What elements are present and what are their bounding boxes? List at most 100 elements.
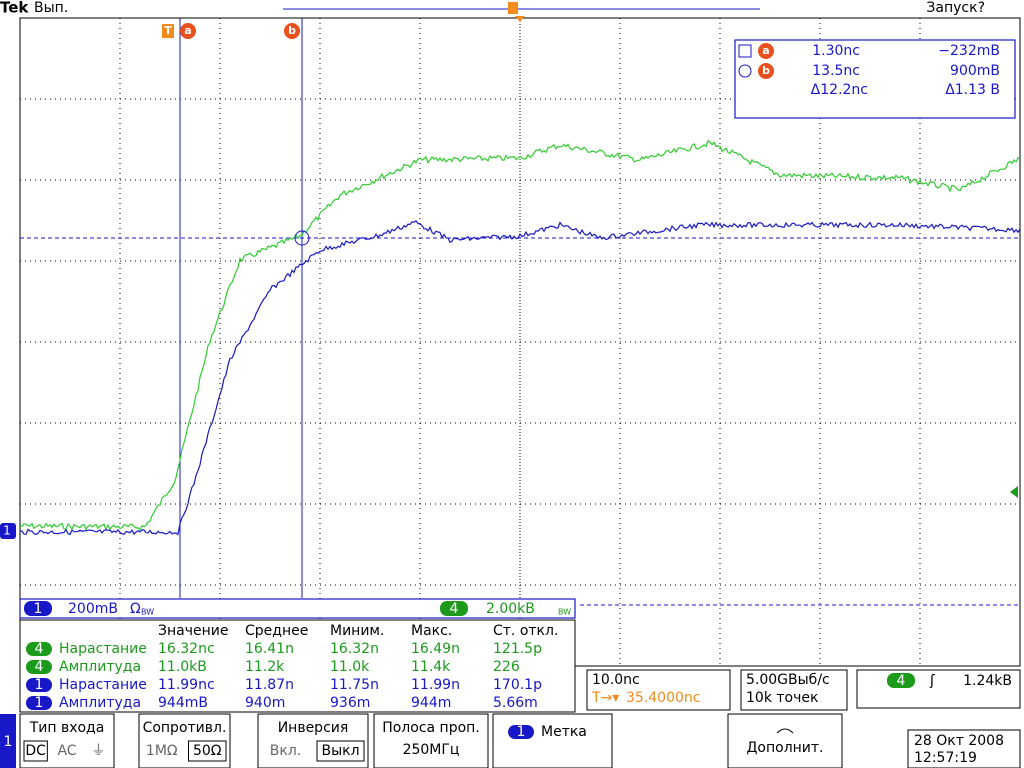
menu-title: Дополнит. — [746, 740, 823, 756]
measurement-max: 16.49n — [411, 641, 460, 657]
channel-number: 1 — [35, 677, 44, 693]
readout-a-tag — [758, 43, 774, 59]
ch4-number: 4 — [450, 601, 459, 617]
menu-option[interactable]: Выкл — [321, 743, 359, 759]
trigger-level: 1.24kВ — [963, 673, 1012, 689]
readout-delta-level: Δ1.13 В — [945, 82, 1000, 98]
channel-badge — [26, 696, 52, 710]
menu-tab-text: 1 — [4, 734, 13, 750]
column-header: Ст. откл. — [493, 623, 558, 639]
menu-button[interactable] — [373, 713, 489, 768]
menu-option[interactable]: AC — [57, 743, 76, 759]
menu-title: Метка — [541, 724, 587, 740]
column-header: Миним. — [330, 623, 384, 639]
channel-badge — [26, 642, 52, 656]
menu-tab[interactable] — [0, 714, 16, 768]
cursor-a-icon — [738, 44, 752, 58]
timebase-box — [586, 669, 731, 711]
ch1-scale: 200mВ — [68, 601, 118, 617]
measurement-min: 16.32n — [330, 641, 379, 657]
sample-rate: 5.00GВыб/с — [746, 672, 830, 688]
readout-a-label: a — [762, 44, 769, 57]
time: 12:57:19 — [914, 750, 977, 766]
menu-channel: 1 — [517, 724, 526, 740]
readout-a-time: 1.30nс — [812, 43, 860, 59]
measurement-value: 11.99nс — [158, 677, 215, 693]
channel-bar — [19, 598, 576, 619]
ch1-marker-text: 1 — [3, 524, 11, 538]
record-trigger — [508, 2, 518, 14]
readout-a-level: −232mВ — [938, 43, 1000, 59]
measurement-mean: 16.41n — [245, 641, 294, 657]
option-selected — [316, 740, 365, 762]
measurements: Значение Среднее Миним. Макс. Ст. откл. 4 Нара… — [26, 623, 558, 711]
trigger-status: Запуск? — [926, 0, 985, 16]
menu-title: Сопротивл. — [143, 720, 227, 736]
acquisition-box — [740, 669, 848, 711]
menu-option[interactable]: ⏚ — [91, 743, 105, 759]
menu-option[interactable]: DC — [25, 743, 46, 759]
ch1-bw: BW — [141, 608, 154, 617]
menu-title: Инверсия — [278, 720, 349, 736]
measurement-std: 226 — [493, 659, 520, 675]
measurement-name: Нарастание — [59, 677, 147, 693]
ch4-level-marker — [1010, 486, 1018, 498]
menu-button[interactable] — [492, 713, 613, 768]
measurement-name: Амплитуда — [59, 659, 141, 675]
date: 28 Окт 2008 — [914, 733, 1004, 749]
timebase-trigger-icon: T→▾ — [591, 690, 619, 706]
menu-button[interactable] — [727, 713, 843, 768]
readout-b-label: b — [762, 64, 770, 77]
menu-option[interactable]: 1MΩ — [146, 743, 178, 759]
datetime-box — [907, 729, 1021, 768]
run-state: Вып. — [34, 0, 68, 16]
measurement-max: 944m — [411, 695, 451, 711]
measurement-min: 936m — [330, 695, 370, 711]
readout-delta-time: Δ12.2nс — [811, 82, 868, 98]
record-length: 10k точек — [746, 690, 818, 706]
measurement-value: 16.32nс — [158, 641, 215, 657]
column-header: Макс. — [411, 623, 452, 639]
menu-title: Полоса проп. — [382, 720, 480, 736]
channel-badge — [26, 678, 52, 692]
measurement-min: 11.75n — [330, 677, 379, 693]
readout-b-level: 900mВ — [950, 63, 1000, 79]
brand: Tek — [0, 0, 29, 17]
measurement-mean: 11.87n — [245, 677, 294, 693]
measurement-mean: 940m — [245, 695, 285, 711]
ch4-scale: 2.00kВ — [486, 601, 535, 617]
menu-icon — [776, 728, 794, 734]
trigger-channel: 4 — [897, 673, 906, 689]
menu-option[interactable]: 50Ω — [193, 743, 222, 759]
cursor-b-icon — [738, 64, 752, 78]
measurement-min: 11.0k — [330, 659, 370, 675]
option-selected — [23, 740, 48, 762]
channel-number: 1 — [35, 695, 44, 711]
measurement-table — [19, 619, 576, 713]
ch4-bw: BW — [558, 608, 571, 617]
measurement-name: Амплитуда — [59, 695, 141, 711]
option-selected — [188, 740, 227, 762]
menu-channel-badge — [508, 725, 534, 739]
measurement-value: 11.0kВ — [158, 659, 207, 675]
waveform-ch4 — [19, 139, 1021, 531]
channel-number: 4 — [35, 659, 44, 675]
ch1-badge — [24, 601, 52, 616]
ch4-badge — [440, 601, 468, 616]
menu: Тип входа DC AC ⏚ Сопротивл. 1MΩ 50Ω Инверсия Вк… — [19, 713, 843, 768]
measurement-mean: 11.2k — [245, 659, 285, 675]
cursor-b-tag — [284, 23, 300, 39]
measurement-value: 944mВ — [158, 695, 208, 711]
measurement-std: 121.5p — [493, 641, 542, 657]
cursor-readout — [734, 39, 1016, 119]
cursor-a-text: a — [184, 24, 191, 37]
readout-b-time: 13.5nс — [812, 63, 860, 79]
cursor-crossing — [294, 230, 310, 246]
menu-option[interactable]: Вкл. — [270, 743, 301, 759]
menu-title: Тип входа — [29, 720, 105, 736]
ch1-marker — [0, 523, 16, 539]
ch1-number: 1 — [34, 601, 43, 617]
trigger-tag-text: T — [164, 24, 172, 37]
measurement-name: Нарастание — [59, 641, 147, 657]
